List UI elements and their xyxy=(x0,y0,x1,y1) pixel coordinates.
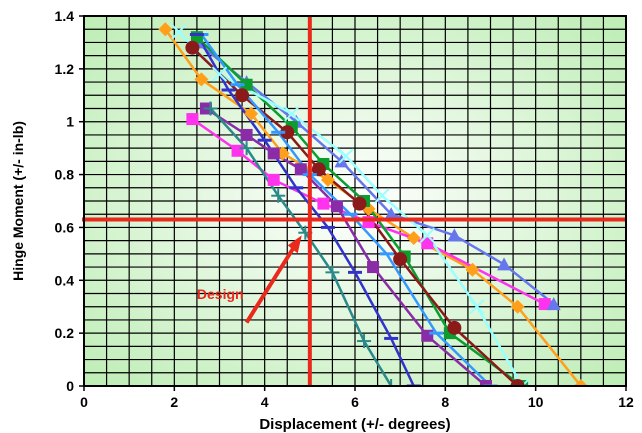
y-tick-label: 0.8 xyxy=(55,167,75,183)
data-point-marker xyxy=(240,78,253,91)
data-point-marker xyxy=(320,172,335,187)
design-lines: Design xyxy=(82,16,626,386)
data-point-marker xyxy=(546,297,561,311)
y-tick-label: 1.2 xyxy=(55,61,75,77)
data-point-marker xyxy=(186,113,199,126)
data-point-marker xyxy=(497,257,512,271)
data-point-marker xyxy=(294,163,307,176)
data-point-marker xyxy=(573,379,588,386)
data-point-marker xyxy=(171,24,187,40)
data-point-marker xyxy=(325,265,340,280)
series-line xyxy=(177,30,524,386)
data-point-marker xyxy=(271,188,286,203)
data-point-marker xyxy=(244,106,259,121)
x-axis-label: Displacement (+/- degrees) xyxy=(259,416,450,433)
x-marker-b xyxy=(284,106,300,122)
data-point-marker xyxy=(203,101,218,116)
data-point-marker xyxy=(267,173,280,186)
design-annotation: Design xyxy=(197,286,244,302)
x-tick-label: 0 xyxy=(80,394,88,410)
data-point-marker xyxy=(447,228,462,242)
x-marker-b xyxy=(469,299,485,315)
x-tick-label: 4 xyxy=(261,394,269,410)
data-point-marker xyxy=(267,147,280,160)
y-tick-label: 0.6 xyxy=(55,219,75,235)
y-tick-label: 0.2 xyxy=(55,325,75,341)
data-point-marker xyxy=(384,207,399,221)
data-point-marker xyxy=(406,231,421,245)
x-marker-b xyxy=(374,188,390,204)
axes: 0 2 4 6 8 10 12 0 0.2 0.4 0.6 0.8 1 1.2 1.4 xyxy=(55,8,634,410)
x-tick-label: 2 xyxy=(170,394,178,410)
data-point-marker xyxy=(284,106,300,122)
data-point-marker xyxy=(211,66,228,82)
x-tick-label: 8 xyxy=(441,394,449,410)
data-point-marker xyxy=(469,299,485,315)
data-point-marker xyxy=(240,128,253,141)
data-point-marker xyxy=(479,380,492,386)
series-markers xyxy=(158,22,588,386)
x-marker-b xyxy=(520,378,530,386)
data-point-marker xyxy=(419,227,435,244)
series-line xyxy=(195,33,415,386)
x-tick-label: 12 xyxy=(618,394,634,410)
data-point-marker xyxy=(367,261,380,274)
x-marker-b xyxy=(171,24,187,40)
data-point-marker xyxy=(311,162,326,177)
design-arrow-head xyxy=(287,235,302,254)
data-point-marker xyxy=(158,22,173,37)
y-tick-label: 0 xyxy=(66,378,74,394)
data-point-marker xyxy=(538,298,551,311)
x-marker-b xyxy=(419,227,435,244)
x-marker-b xyxy=(338,148,354,164)
data-point-marker xyxy=(374,188,390,204)
design-arrow-shaft xyxy=(244,243,298,324)
data-point-marker xyxy=(330,200,343,213)
data-point-marker xyxy=(185,40,200,55)
data-point-marker xyxy=(235,88,250,103)
data-point-marker xyxy=(510,379,525,386)
y-tick-label: 0.4 xyxy=(55,272,75,288)
y-tick-label: 1.4 xyxy=(55,8,75,24)
data-point-marker xyxy=(280,125,295,140)
data-point-marker xyxy=(384,379,399,386)
series-line xyxy=(196,41,555,306)
data-point-marker xyxy=(465,262,480,277)
series-line xyxy=(191,46,519,386)
x-tick-label: 10 xyxy=(528,394,544,410)
data-point-marker xyxy=(447,320,462,335)
x-tick-label: 6 xyxy=(351,394,359,410)
data-point-marker xyxy=(194,72,209,87)
data-point-marker xyxy=(338,148,354,164)
data-point-marker xyxy=(352,196,367,211)
data-point-marker xyxy=(317,197,330,210)
x-marker-b xyxy=(211,66,228,82)
data-point-marker xyxy=(231,144,244,157)
y-axis-label: Hinge Moment (+/- in-lb) xyxy=(10,121,26,281)
data-point-marker xyxy=(421,237,434,250)
data-point-marker xyxy=(421,329,434,342)
data-point-marker xyxy=(510,299,525,314)
data-point-marker xyxy=(239,141,254,156)
data-point-marker xyxy=(393,252,408,267)
data-point-marker xyxy=(357,334,372,349)
y-tick-label: 1 xyxy=(66,114,74,130)
